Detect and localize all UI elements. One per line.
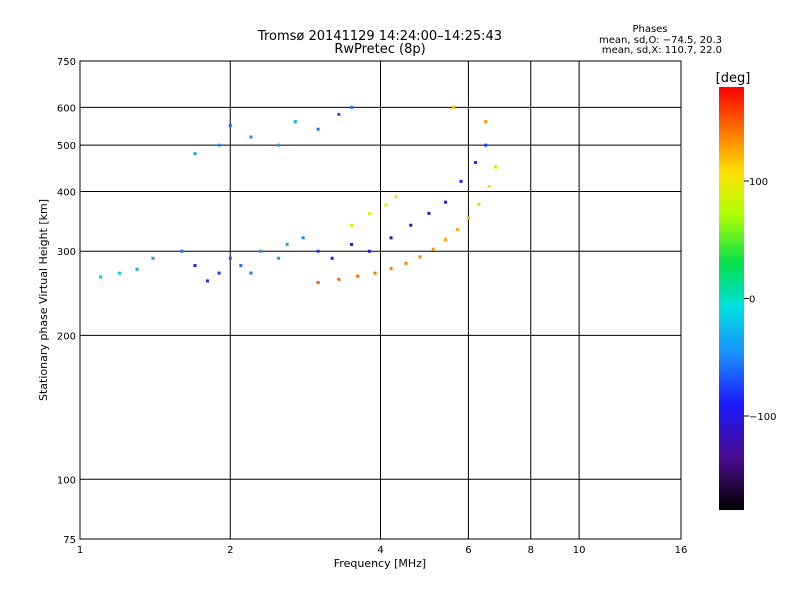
data-point: [427, 211, 431, 215]
data-point: [477, 202, 481, 206]
colorbar: [719, 87, 744, 510]
y-tick-label: 750: [57, 57, 76, 68]
y-tick-label: 400: [57, 187, 76, 198]
data-point: [180, 249, 184, 253]
data-point: [409, 223, 413, 227]
data-point: [249, 271, 253, 275]
x-tick-label: 6: [465, 545, 471, 556]
legend-heading: Phases: [632, 24, 667, 35]
data-point: [249, 135, 253, 139]
data-point: [337, 277, 341, 281]
data-point: [394, 195, 398, 199]
x-tick-label: 8: [528, 545, 534, 556]
legend-line-x: mean, sd,X: 110.7, 22.0: [602, 45, 722, 56]
data-point: [487, 184, 491, 188]
x-tick-label: 1: [77, 545, 83, 556]
colorbar-ticks: 100 0 −100: [744, 177, 776, 423]
data-point: [484, 143, 488, 147]
data-point: [494, 165, 498, 169]
data-point: [277, 143, 281, 147]
x-tick-label: 4: [377, 545, 383, 556]
colorbar-tick-label: −100: [749, 412, 776, 423]
data-point: [337, 112, 341, 116]
legend-line-o: mean, sd,O: −74.5, 20.3: [599, 35, 722, 46]
data-point: [99, 275, 103, 279]
data-point: [301, 236, 305, 240]
data-point: [285, 242, 289, 246]
data-point: [367, 211, 371, 215]
data-point: [451, 105, 455, 109]
x-tick-label: 10: [573, 545, 586, 556]
y-tick-label: 300: [57, 247, 76, 258]
data-point: [431, 247, 435, 251]
chart-title: Tromsø 20141129 14:24:00–14:25:43: [257, 29, 502, 44]
data-point: [217, 143, 221, 147]
colorbar-tick-label: 0: [749, 295, 755, 306]
data-point: [293, 120, 297, 124]
data-point: [217, 271, 221, 275]
data-point: [228, 256, 232, 260]
data-point: [444, 200, 448, 204]
data-point: [228, 123, 232, 127]
x-tick-label: 16: [675, 545, 688, 556]
data-point: [473, 160, 477, 164]
data-point: [205, 279, 209, 283]
grid-lines: [80, 61, 681, 539]
data-point: [350, 105, 354, 109]
data-point: [455, 228, 459, 232]
chart-subtitle: RwPretec (8p): [334, 42, 425, 57]
data-point: [356, 274, 360, 278]
data-point: [484, 120, 488, 124]
y-tick-label: 600: [57, 103, 76, 114]
x-tick-label: 2: [227, 545, 233, 556]
data-point: [316, 127, 320, 131]
data-point: [466, 216, 470, 220]
data-point: [389, 236, 393, 240]
data-point: [259, 249, 263, 253]
data-point: [444, 238, 448, 242]
data-point: [316, 281, 320, 285]
data-point: [193, 152, 197, 156]
data-point: [316, 249, 320, 253]
data-point: [277, 256, 281, 260]
data-point: [239, 264, 243, 268]
axis-ticks: 1 2 4 6 8 10 16 75 100 200 300 400 500 600 750: [57, 57, 687, 556]
data-point: [135, 267, 139, 271]
data-point: [418, 255, 422, 259]
data-point: [367, 249, 371, 253]
data-point: [330, 256, 334, 260]
y-tick-label: 75: [63, 535, 76, 546]
data-point: [350, 223, 354, 227]
colorbar-tick-label: 100: [749, 177, 768, 188]
data-point: [384, 203, 388, 207]
y-tick-label: 500: [57, 141, 76, 152]
data-point: [118, 271, 122, 275]
data-point: [404, 261, 408, 265]
data-point: [151, 256, 155, 260]
y-tick-label: 100: [57, 475, 76, 486]
data-point: [193, 264, 197, 268]
colorbar-label: [deg]: [716, 71, 751, 86]
x-axis-label: Frequency [MHz]: [334, 557, 426, 570]
data-point: [350, 242, 354, 246]
y-axis-label: Stationary phase Virtual Height [km]: [37, 199, 50, 401]
data-point: [459, 179, 463, 183]
plot-frame: [79, 60, 682, 540]
data-points: [99, 105, 498, 285]
data-point: [373, 271, 377, 275]
data-point: [389, 267, 393, 271]
y-tick-label: 200: [57, 331, 76, 342]
